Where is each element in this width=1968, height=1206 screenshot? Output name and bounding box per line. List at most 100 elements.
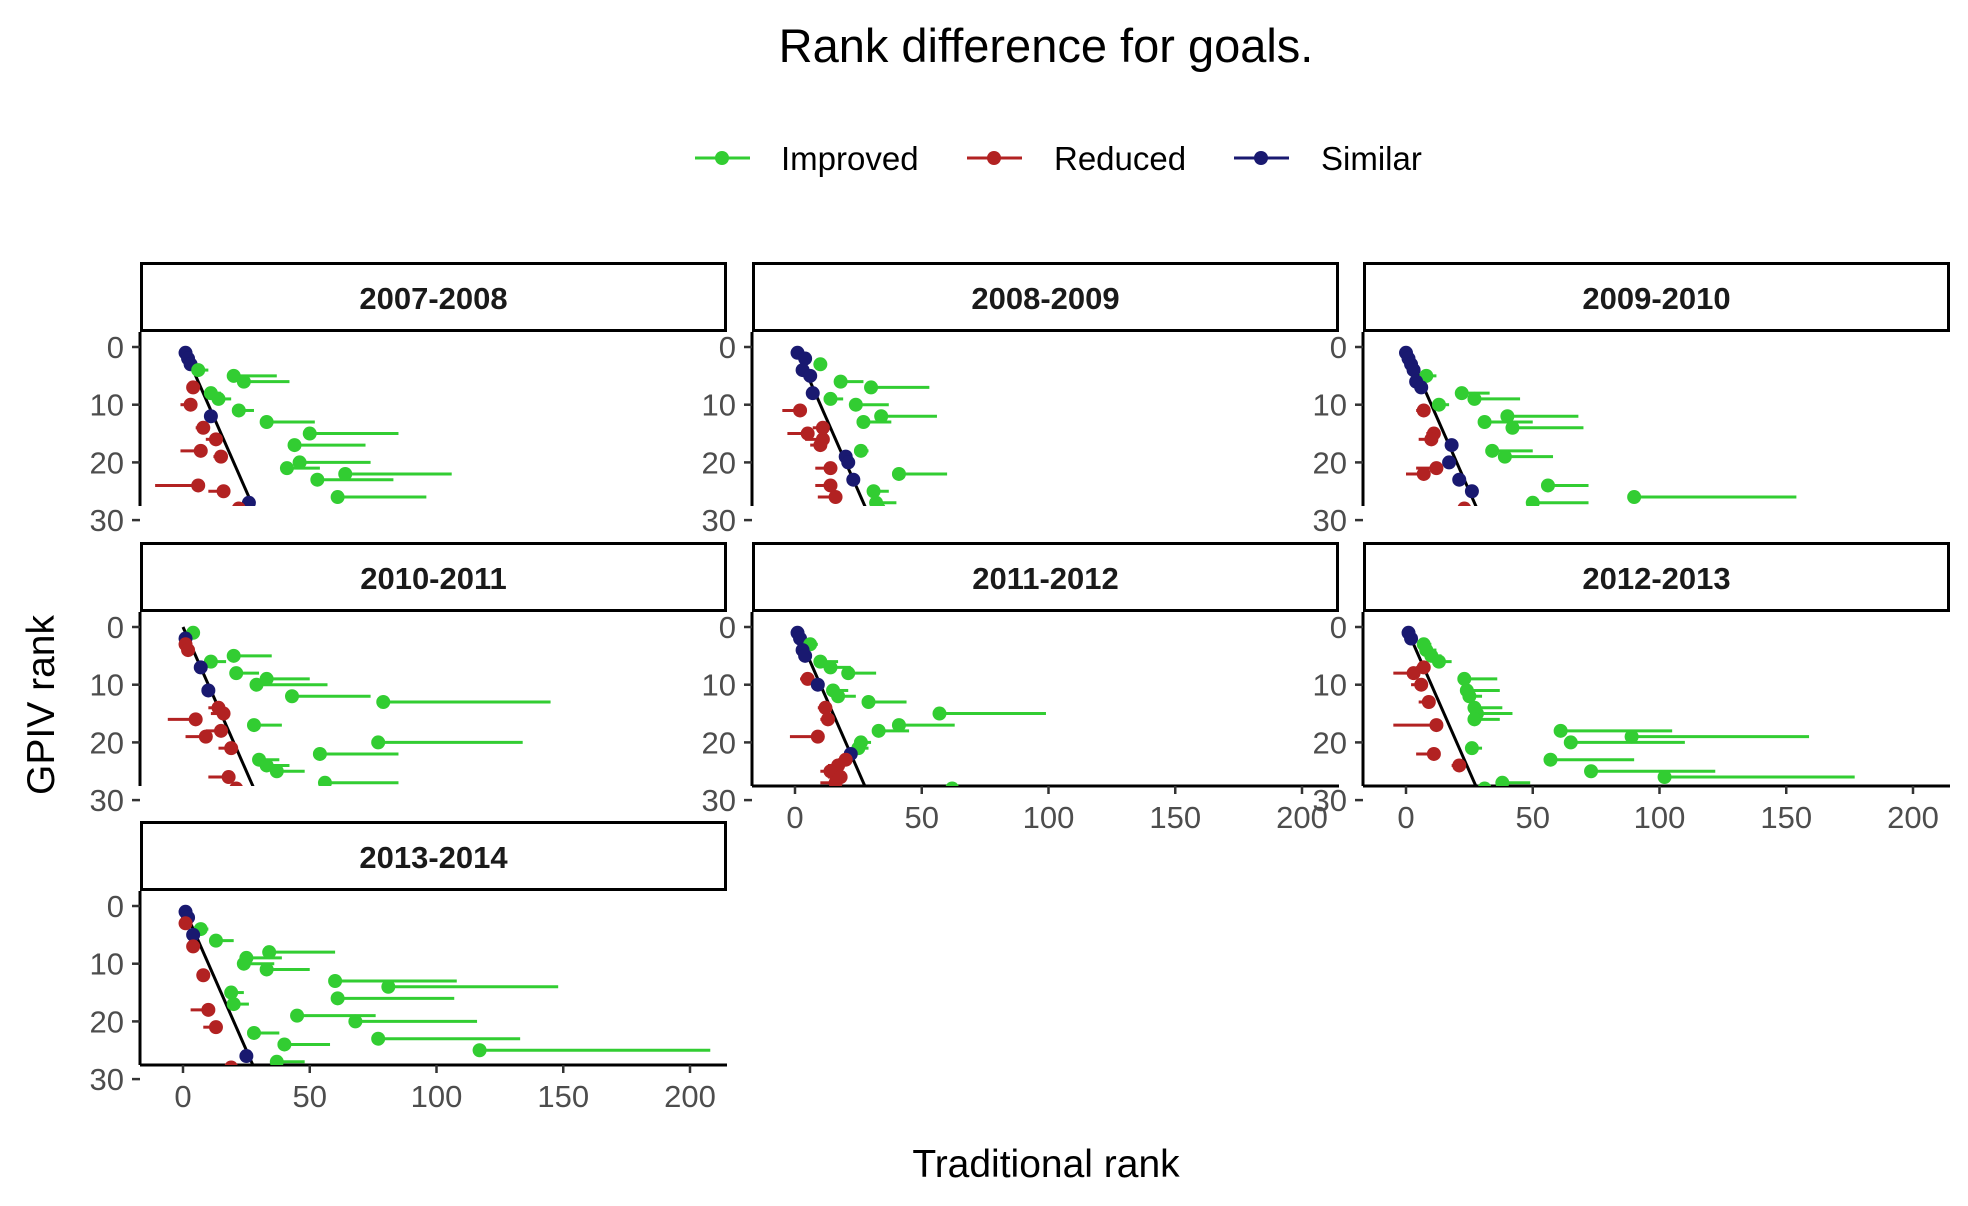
y-tick-label: 20 — [90, 1004, 124, 1039]
rank-point — [259, 671, 274, 686]
rank-point — [891, 466, 906, 481]
rank-point — [945, 781, 959, 786]
rank-point — [287, 438, 302, 453]
rank-point — [246, 1025, 261, 1040]
rank-point — [208, 1020, 223, 1035]
legend: Improved Reduced Similar — [695, 140, 1422, 177]
rank-point — [196, 420, 211, 435]
x-tick-label: 200 — [664, 1079, 716, 1114]
rank-point — [285, 689, 300, 704]
rank-point — [376, 695, 391, 710]
rank-point — [328, 974, 343, 989]
rank-point — [848, 397, 863, 412]
rank-point — [1419, 368, 1434, 383]
x-tick-label: 200 — [1887, 800, 1939, 835]
legend-dot-reduced — [987, 151, 1001, 165]
rank-point — [259, 962, 274, 977]
y-tick-label: 30 — [90, 783, 124, 818]
rank-point — [229, 666, 244, 681]
rank-point — [1500, 409, 1515, 424]
y-tick-label: 10 — [702, 668, 736, 703]
facet-strip — [752, 262, 1339, 332]
facet-panel: 2011-2012 0 10 20 30 0 50 100 150 200 — [702, 542, 1339, 835]
rank-point — [1464, 741, 1479, 756]
rank-point — [864, 380, 879, 395]
rank-point — [831, 689, 846, 704]
rank-point — [1452, 758, 1467, 773]
y-tick-label: 20 — [702, 725, 736, 760]
x-tick-label: 100 — [1634, 800, 1686, 835]
rank-point — [1457, 501, 1471, 506]
y-tick-label: 10 — [702, 388, 736, 423]
rank-point — [861, 695, 876, 710]
rank-point — [262, 945, 277, 960]
y-tick-label: 0 — [1330, 330, 1347, 365]
rank-point — [891, 718, 906, 733]
rank-point — [823, 461, 838, 476]
facet-strip-label: 2010-2011 — [360, 561, 507, 596]
rank-point — [1457, 671, 1472, 686]
rank-point — [196, 968, 211, 983]
rank-point — [805, 386, 820, 401]
rank-point — [1416, 466, 1431, 481]
rank-point — [800, 426, 815, 441]
rank-point — [231, 403, 246, 418]
rank-point — [214, 449, 229, 464]
rank-point — [201, 683, 216, 698]
rank-point — [1414, 380, 1429, 395]
rank-point — [269, 1054, 284, 1065]
y-tick-label: 10 — [1313, 388, 1347, 423]
rank-point — [1442, 455, 1457, 470]
rank-point — [330, 991, 345, 1006]
rank-point — [236, 374, 251, 389]
y-tick-label: 10 — [90, 388, 124, 423]
rank-point — [1464, 484, 1479, 499]
rank-point — [1404, 631, 1419, 646]
y-tick-label: 0 — [1330, 610, 1347, 645]
x-tick-label: 150 — [537, 1079, 589, 1114]
rank-point — [798, 648, 813, 663]
rank-point — [1406, 666, 1421, 681]
rank-point — [1485, 443, 1500, 458]
rank-point — [841, 455, 856, 470]
legend-dot-improved — [715, 151, 729, 165]
rank-point — [229, 781, 243, 786]
rank-point — [813, 357, 828, 372]
rank-point — [371, 1031, 386, 1046]
rank-point — [1540, 478, 1555, 493]
rank-point — [820, 712, 835, 727]
rank-point — [249, 677, 264, 692]
rank-point — [246, 718, 261, 733]
rank-point — [856, 415, 871, 430]
rank-point — [472, 1043, 487, 1058]
rank-point — [191, 363, 206, 378]
rank-point — [793, 403, 808, 418]
facet-strip-label: 2008-2009 — [971, 281, 1119, 316]
rank-point — [1429, 718, 1444, 733]
rank-point — [224, 985, 239, 1000]
facet-strip-label: 2013-2014 — [359, 840, 508, 875]
rank-point — [1426, 746, 1441, 761]
rank-point — [279, 461, 294, 476]
facet-strip — [140, 821, 727, 891]
x-axis-title: Traditional rank — [912, 1143, 1180, 1186]
facet-panel: 2012-2013 0 10 20 30 0 50 100 150 200 — [1313, 542, 1950, 835]
x-tick-label: 100 — [411, 1079, 463, 1114]
y-tick-label: 0 — [719, 330, 736, 365]
rank-point — [846, 472, 861, 487]
rank-point — [224, 1060, 238, 1065]
facet-panel: 2010-2011 0 10 20 30 — [90, 542, 727, 818]
facet-panels: 2007-200801020302008-200901020302009-201… — [90, 262, 1950, 1114]
rank-point — [1657, 770, 1672, 785]
rank-point — [818, 700, 833, 715]
rank-point — [232, 501, 246, 506]
y-tick-label: 0 — [719, 610, 736, 645]
rank-point — [1624, 729, 1639, 744]
rank-point — [1452, 472, 1467, 487]
rank-point — [1477, 415, 1492, 430]
y-tick-label: 0 — [107, 889, 124, 924]
x-tick-label: 50 — [293, 1079, 327, 1114]
rank-point — [1478, 781, 1492, 786]
rank-point — [813, 438, 828, 453]
x-tick-label: 100 — [1023, 800, 1075, 835]
